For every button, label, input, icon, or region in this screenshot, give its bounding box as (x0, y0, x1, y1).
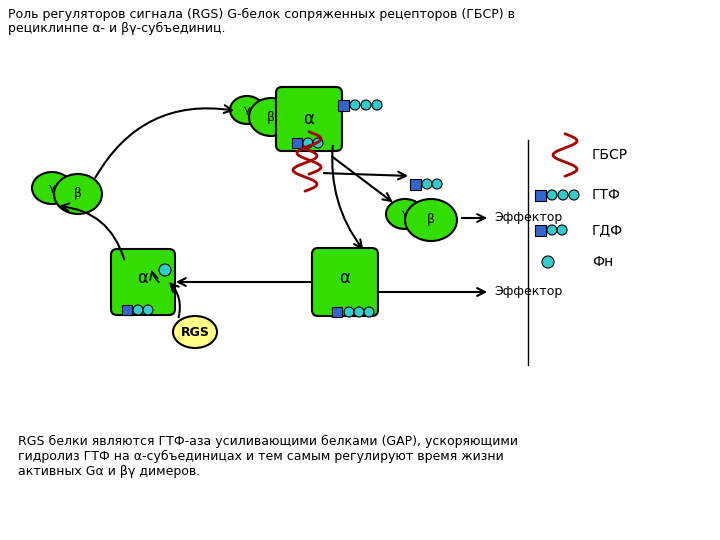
Circle shape (344, 307, 354, 317)
FancyBboxPatch shape (312, 248, 378, 316)
Text: Эффектор: Эффектор (494, 286, 562, 299)
Ellipse shape (386, 199, 424, 229)
Text: α: α (304, 110, 315, 128)
Ellipse shape (249, 98, 293, 136)
Ellipse shape (54, 174, 102, 214)
Circle shape (542, 256, 554, 268)
Circle shape (303, 138, 313, 148)
Text: ГТФ: ГТФ (592, 188, 621, 202)
Text: Роль регуляторов сигнала (RGS) G-белок сопряженных рецепторов (ГБСР) в: Роль регуляторов сигнала (RGS) G-белок с… (8, 8, 515, 21)
Bar (292, 138, 302, 148)
Circle shape (569, 190, 579, 200)
Text: Фн: Фн (592, 255, 613, 269)
Ellipse shape (32, 172, 72, 204)
Text: RGS белки являются ГТФ-аза усиливающими белками (GAP), ускоряющими: RGS белки являются ГТФ-аза усиливающими … (18, 435, 518, 448)
Text: β: β (74, 187, 82, 200)
Text: ГБСР: ГБСР (592, 148, 628, 162)
Bar (332, 307, 342, 317)
Ellipse shape (230, 96, 264, 124)
Text: β: β (427, 213, 435, 226)
Text: гидролиз ГТФ на α-субъединицах и тем самым регулируют время жизни: гидролиз ГТФ на α-субъединицах и тем сам… (18, 450, 504, 463)
Ellipse shape (405, 199, 457, 241)
Circle shape (547, 190, 557, 200)
FancyBboxPatch shape (111, 249, 175, 315)
Text: Эффектор: Эффектор (494, 212, 562, 225)
Bar (534, 225, 546, 235)
Bar (410, 179, 420, 190)
Text: γ: γ (49, 183, 55, 193)
Text: ГДФ: ГДФ (592, 223, 624, 237)
Circle shape (558, 190, 568, 200)
Circle shape (354, 307, 364, 317)
Text: активных Gα и βγ димеров.: активных Gα и βγ димеров. (18, 465, 200, 478)
Circle shape (361, 100, 371, 110)
Text: RGS: RGS (181, 326, 210, 339)
Bar (338, 99, 348, 111)
Text: α: α (138, 269, 148, 287)
Circle shape (143, 305, 153, 315)
Circle shape (422, 179, 432, 189)
Circle shape (372, 100, 382, 110)
Text: рециклинпе α- и βγ-субъединиц.: рециклинпе α- и βγ-субъединиц. (8, 22, 225, 35)
Circle shape (133, 305, 143, 315)
Circle shape (313, 138, 323, 148)
Text: α: α (340, 269, 351, 287)
Text: γ: γ (402, 209, 408, 219)
Ellipse shape (173, 316, 217, 348)
Circle shape (159, 264, 171, 276)
Text: γ: γ (243, 105, 251, 115)
Bar (534, 190, 546, 200)
Circle shape (547, 225, 557, 235)
Circle shape (557, 225, 567, 235)
Circle shape (364, 307, 374, 317)
FancyBboxPatch shape (276, 87, 342, 151)
Circle shape (350, 100, 360, 110)
Text: β: β (267, 111, 275, 124)
Circle shape (432, 179, 442, 189)
Bar (122, 305, 132, 315)
